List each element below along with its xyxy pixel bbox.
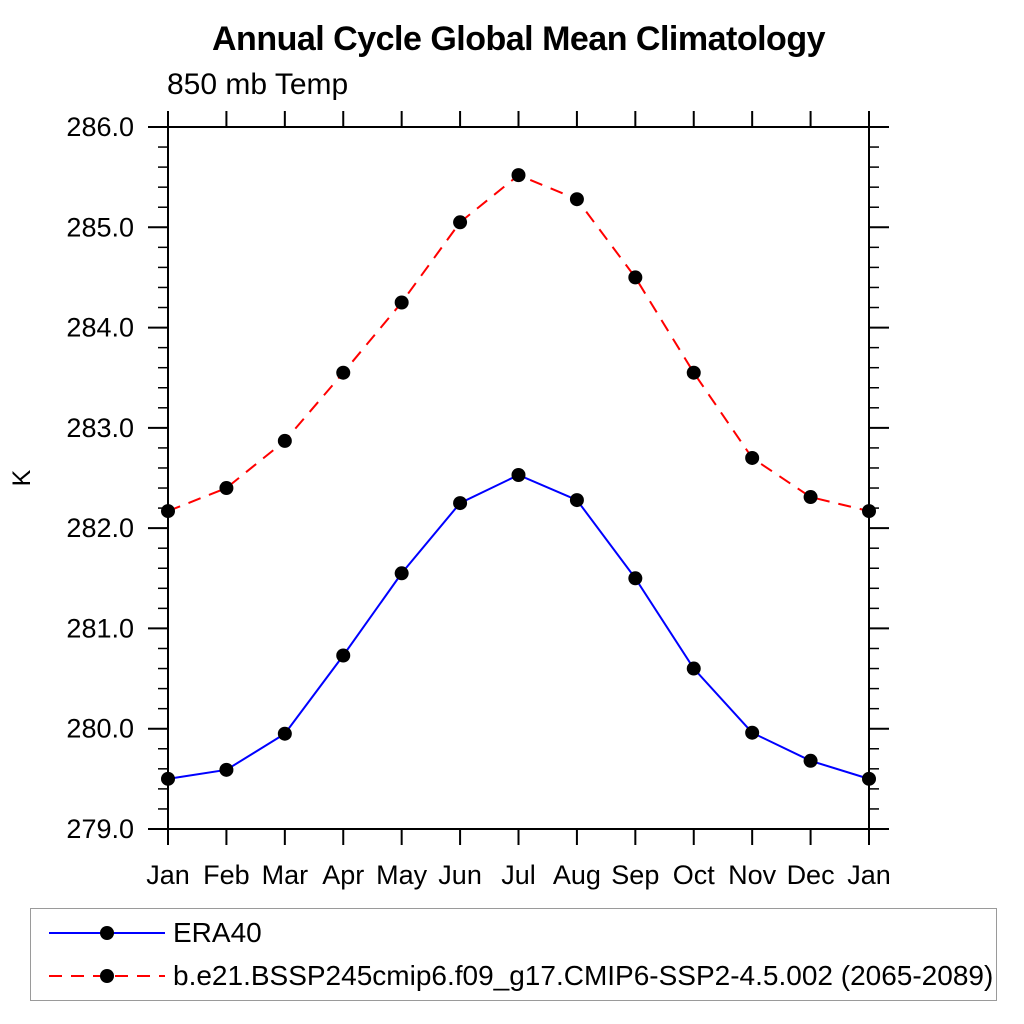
legend-item-model: b.e21.BSSP245cmip6.f09_g17.CMIP6-SSP2-4.…	[47, 956, 996, 996]
y-tick-label: 284.0	[66, 313, 134, 343]
data-point	[219, 762, 234, 777]
legend-sample-model	[49, 969, 165, 984]
x-tick-label: Mar	[262, 860, 309, 890]
y-axis-title: K	[8, 469, 36, 486]
data-point	[336, 648, 351, 663]
data-point	[336, 365, 351, 380]
x-tick-label: Dec	[787, 860, 835, 890]
y-axis: 279.0 280.0 281.0 282.0 283.0 284.0 285.0 286.0	[66, 112, 889, 844]
y-tick-label: 282.0	[66, 513, 134, 543]
y-tick-label: 279.0	[66, 814, 134, 844]
legend-label-era40: ERA40	[173, 916, 262, 948]
legend-label-model: b.e21.BSSP245cmip6.f09_g17.CMIP6-SSP2-4.…	[173, 960, 994, 992]
x-tick-label: Jul	[501, 860, 536, 890]
data-point	[511, 467, 526, 482]
legend-sample-era40	[49, 925, 165, 940]
data-point	[511, 168, 526, 183]
data-point	[628, 571, 643, 586]
chart-subtitle: 850 mb Temp	[167, 68, 349, 101]
x-tick-label: Nov	[728, 860, 777, 890]
series-line	[167, 173, 870, 513]
data-point	[803, 490, 818, 505]
data-point	[862, 504, 876, 519]
data-point	[569, 493, 584, 508]
data-point	[686, 365, 701, 380]
data-point	[453, 496, 468, 511]
data-point	[394, 295, 409, 310]
data-point	[161, 771, 175, 786]
series-model	[161, 168, 876, 519]
x-tick-label: Jan	[847, 860, 891, 890]
legend-marker-icon	[100, 969, 114, 984]
plot-area: 279.0 280.0 281.0 282.0 283.0 284.0 285.0 286.0…	[8, 111, 891, 890]
data-point	[277, 433, 292, 448]
x-tick-label: Jun	[438, 860, 482, 890]
legend: ERA40 b.e21.BSSP245cmip6.f09_g17.CMIP6-S…	[30, 908, 997, 1001]
data-point	[161, 504, 175, 519]
data-point	[686, 661, 701, 676]
x-tick-label: Oct	[673, 860, 716, 890]
legend-marker-icon	[100, 925, 114, 940]
x-tick-label: Jan	[146, 860, 190, 890]
x-tick-label: Aug	[553, 860, 601, 890]
data-point	[745, 450, 760, 465]
data-point	[745, 725, 760, 740]
data-point	[628, 270, 643, 285]
y-tick-label: 286.0	[66, 112, 134, 142]
data-point	[394, 566, 409, 581]
y-tick-label: 281.0	[66, 613, 134, 643]
x-axis: Jan Feb Mar Apr May Jun Jul Aug Sep Oct Nov Dec Jan	[146, 111, 891, 890]
series-line	[167, 473, 870, 780]
y-tick-label: 285.0	[66, 212, 134, 242]
y-tick-label: 283.0	[66, 413, 134, 443]
data-point	[453, 215, 468, 230]
data-point	[803, 753, 818, 768]
series-era40	[161, 467, 876, 786]
data-point	[277, 726, 292, 741]
y-tick-label: 280.0	[66, 714, 134, 744]
data-point	[219, 481, 234, 496]
chart-title: Annual Cycle Global Mean Climatology	[212, 20, 826, 58]
x-tick-label: Sep	[611, 860, 659, 890]
x-tick-label: Feb	[203, 860, 250, 890]
x-tick-label: May	[376, 860, 428, 890]
legend-item-era40: ERA40	[47, 913, 996, 953]
data-point	[862, 771, 876, 786]
x-tick-label: Apr	[322, 860, 364, 890]
data-point	[569, 192, 584, 207]
